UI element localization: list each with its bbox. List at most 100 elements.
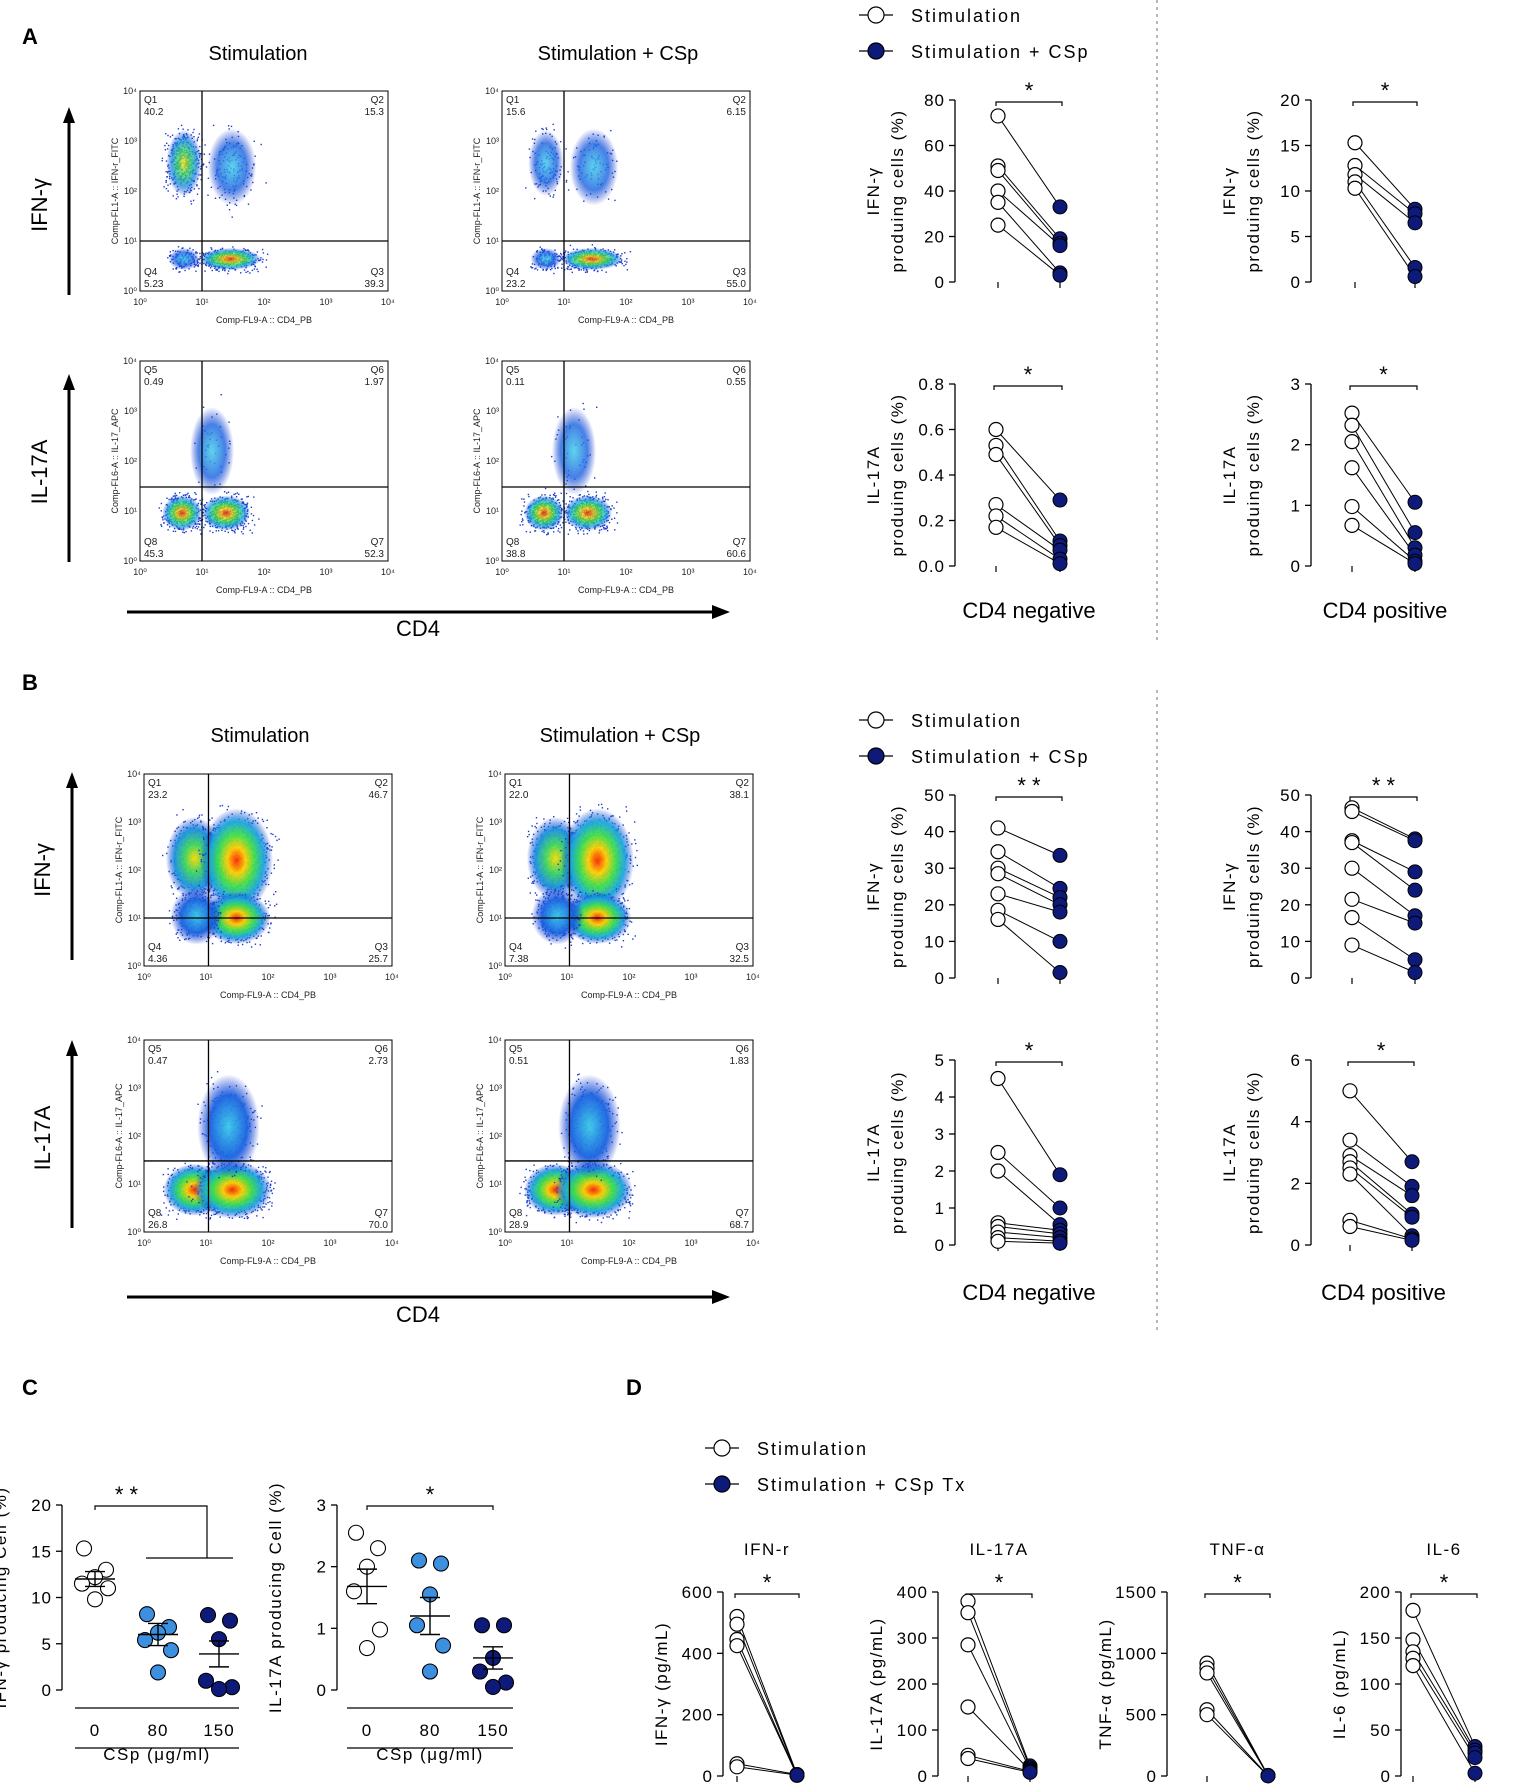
event-dot	[583, 269, 585, 271]
event-dot	[546, 128, 548, 131]
event-dot	[555, 495, 557, 497]
event-dot	[227, 531, 229, 534]
y-decade-tick: 10³	[124, 136, 137, 146]
event-dot	[559, 531, 561, 533]
density-core	[552, 407, 596, 495]
event-dot	[161, 157, 164, 160]
event-dot	[204, 270, 206, 272]
event-dot	[236, 492, 239, 494]
flow-plot: Q115.6Q26.15Q355.0Q423.210⁰10⁰10¹10¹10²1…	[472, 86, 757, 325]
event-dot	[265, 182, 267, 184]
event-dot	[199, 252, 201, 255]
event-dot	[196, 140, 198, 142]
event-dot	[161, 517, 164, 519]
event-dot	[193, 128, 195, 131]
event-dot	[261, 818, 264, 821]
x-decade-tick: 10³	[681, 567, 694, 577]
event-dot	[187, 129, 189, 131]
event-dot	[178, 271, 180, 273]
row-arrow-head-icon	[63, 374, 75, 390]
event-dot	[266, 819, 268, 821]
event-dot	[207, 194, 209, 196]
quadrant-value: 55.0	[727, 279, 747, 290]
density-core	[530, 248, 562, 270]
event-dot	[230, 125, 233, 128]
event-dot	[216, 269, 218, 271]
event-dot	[186, 493, 188, 496]
event-dot	[207, 177, 210, 179]
event-dot	[218, 270, 220, 273]
y-decade-tick: 10⁴	[123, 356, 137, 366]
y-decade-tick: 10¹	[486, 506, 499, 516]
event-dot	[200, 519, 202, 522]
x-decade-tick: 10³	[319, 567, 332, 577]
event-dot	[214, 197, 217, 199]
event-dot	[166, 142, 168, 144]
event-dot	[234, 493, 237, 495]
event-dot	[199, 262, 201, 264]
quadrant-name: Q3	[733, 267, 747, 278]
event-dot	[190, 203, 193, 205]
event-dot	[163, 186, 165, 188]
event-dot	[197, 264, 200, 266]
event-dot	[554, 492, 556, 494]
event-dot	[616, 522, 619, 524]
event-dot	[565, 148, 567, 150]
event-dot	[174, 492, 176, 495]
event-dot	[615, 265, 617, 267]
y-decade-tick: 10²	[486, 186, 499, 196]
event-dot	[273, 867, 275, 870]
event-dot	[226, 492, 228, 494]
event-dot	[199, 529, 201, 531]
event-dot	[210, 247, 212, 249]
event-dot	[203, 153, 205, 155]
event-dot	[227, 272, 229, 275]
event-dot	[624, 260, 626, 262]
event-dot	[233, 493, 235, 496]
x-decade-tick: 10¹	[195, 567, 208, 577]
event-dot	[195, 270, 197, 272]
event-dot	[567, 266, 569, 268]
event-dot	[164, 149, 167, 151]
event-dot	[586, 270, 588, 273]
event-dot	[541, 127, 543, 130]
event-dot	[611, 505, 613, 507]
event-dot	[209, 267, 212, 269]
quadrant-name: Q3	[371, 267, 385, 278]
event-dot	[584, 271, 587, 273]
y-decade-tick: 10⁰	[485, 556, 499, 566]
quadrant-name: Q5	[144, 365, 158, 376]
event-dot	[595, 491, 597, 493]
event-dot	[595, 494, 598, 497]
event-dot	[614, 199, 616, 202]
event-dot	[195, 525, 198, 528]
event-dot	[527, 493, 530, 496]
panel-label-d: D	[626, 1375, 642, 1400]
event-dot	[162, 519, 164, 521]
event-dot	[569, 244, 572, 247]
y-decade-tick: 10⁰	[485, 286, 499, 296]
event-dot	[174, 494, 176, 497]
quadrant-value: 38.8	[506, 549, 526, 560]
event-dot	[572, 248, 575, 250]
event-dot	[200, 533, 202, 535]
event-dot	[160, 524, 162, 526]
density-core	[162, 495, 202, 531]
event-dot	[197, 136, 200, 138]
event-dot	[210, 186, 213, 188]
event-dot	[158, 507, 160, 509]
event-dot	[200, 503, 202, 505]
event-dot	[561, 263, 563, 265]
event-dot	[253, 268, 256, 270]
event-dot	[198, 133, 201, 135]
event-dot	[188, 495, 190, 497]
event-dot	[610, 129, 612, 132]
flow-events	[161, 124, 269, 275]
event-dot	[557, 416, 559, 418]
event-dot	[179, 492, 181, 494]
event-dot	[197, 523, 199, 525]
event-dot	[166, 176, 168, 178]
event-dot	[247, 249, 249, 251]
event-dot	[199, 517, 201, 520]
density-core	[207, 128, 257, 206]
